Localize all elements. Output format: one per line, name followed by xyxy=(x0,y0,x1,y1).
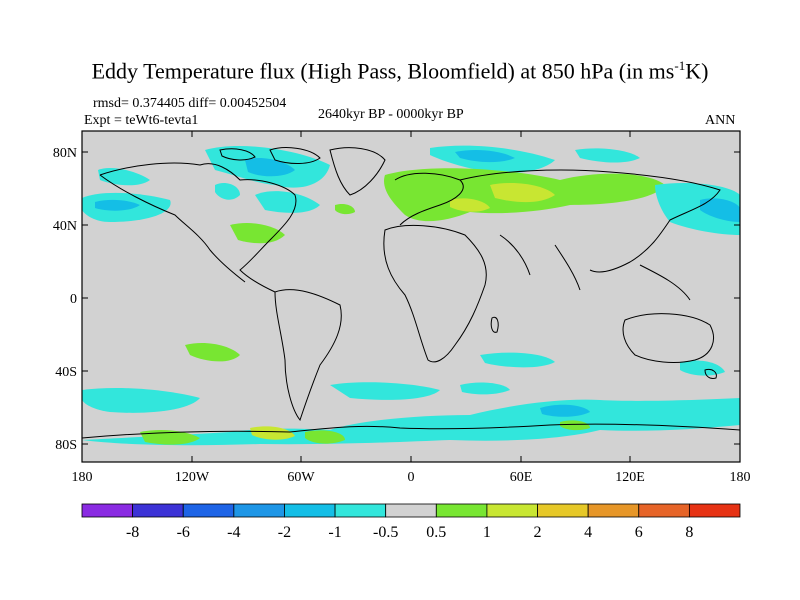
period-label: 2640kyr BP - 0000kyr BP xyxy=(318,107,464,122)
colorbar-swatch xyxy=(81,503,134,518)
colorbar-swatch xyxy=(284,503,336,518)
colorbar-label: -8 xyxy=(126,524,139,541)
x-tick-0: 0 xyxy=(408,470,415,485)
x-tick-labels: 180 120W 60W 0 60E 120E 180 xyxy=(72,470,751,485)
stats-line: rmsd= 0.374405 diff= 0.00452504 xyxy=(93,96,286,112)
colorbar-swatch xyxy=(334,503,387,518)
colorbar-label: -1 xyxy=(328,524,341,541)
experiment-label: Expt = teWt6-tevta1 xyxy=(84,113,199,128)
colorbar-label: 8 xyxy=(685,524,693,541)
colorbar-swatch xyxy=(688,503,741,518)
colorbar-swatch xyxy=(486,503,538,518)
colorbar-label: -4 xyxy=(227,524,240,541)
colorbar-swatch xyxy=(132,503,184,518)
colorbar-swatch xyxy=(182,503,235,518)
colorbar-labels: -8 -6 -4 -2 -1 -0.5 0.5 1 2 4 6 8 xyxy=(126,524,693,541)
colorbar-swatch xyxy=(537,503,589,518)
colorbar-label: -6 xyxy=(177,524,190,541)
y-tick-40s: 40S xyxy=(55,365,77,380)
colorbar-swatch xyxy=(587,503,640,518)
rmsd-value: rmsd= 0.374405 xyxy=(93,96,185,111)
colorbar-swatch xyxy=(638,503,690,518)
diff-value: diff= 0.00452504 xyxy=(188,96,287,111)
y-tick-80s: 80S xyxy=(55,438,77,453)
y-tick-80n: 80N xyxy=(53,146,77,161)
colorbar-swatch xyxy=(435,503,488,518)
y-tick-40n: 40N xyxy=(53,219,77,234)
anomaly-contours xyxy=(82,145,740,446)
colorbar-label: 6 xyxy=(635,524,643,541)
x-tick-120w: 120W xyxy=(175,470,210,485)
x-tick-180w: 180 xyxy=(72,470,93,485)
colorbar xyxy=(81,503,741,518)
coastlines xyxy=(82,147,740,439)
season-label: ANN xyxy=(705,113,736,128)
colorbar-swatch xyxy=(385,503,437,518)
colorbar-label: -0.5 xyxy=(373,524,398,541)
map-title: Eddy Temperature flux (High Pass, Bloomf… xyxy=(91,58,709,84)
x-tick-60w: 60W xyxy=(287,470,315,485)
colorbar-label: -2 xyxy=(278,524,291,541)
colorbar-label: 0.5 xyxy=(426,524,446,541)
colorbar-label: 1 xyxy=(483,524,491,541)
x-tick-60e: 60E xyxy=(510,470,533,485)
colorbar-label: 2 xyxy=(534,524,542,541)
colorbar-swatch xyxy=(233,503,285,518)
y-tick-labels: 80N 40N 0 40S 80S xyxy=(53,146,77,453)
colorbar-label: 4 xyxy=(584,524,592,541)
y-tick-0: 0 xyxy=(70,292,77,307)
x-tick-180e: 180 xyxy=(730,470,751,485)
x-tick-120e: 120E xyxy=(615,470,645,485)
axis-ticks xyxy=(81,131,741,462)
